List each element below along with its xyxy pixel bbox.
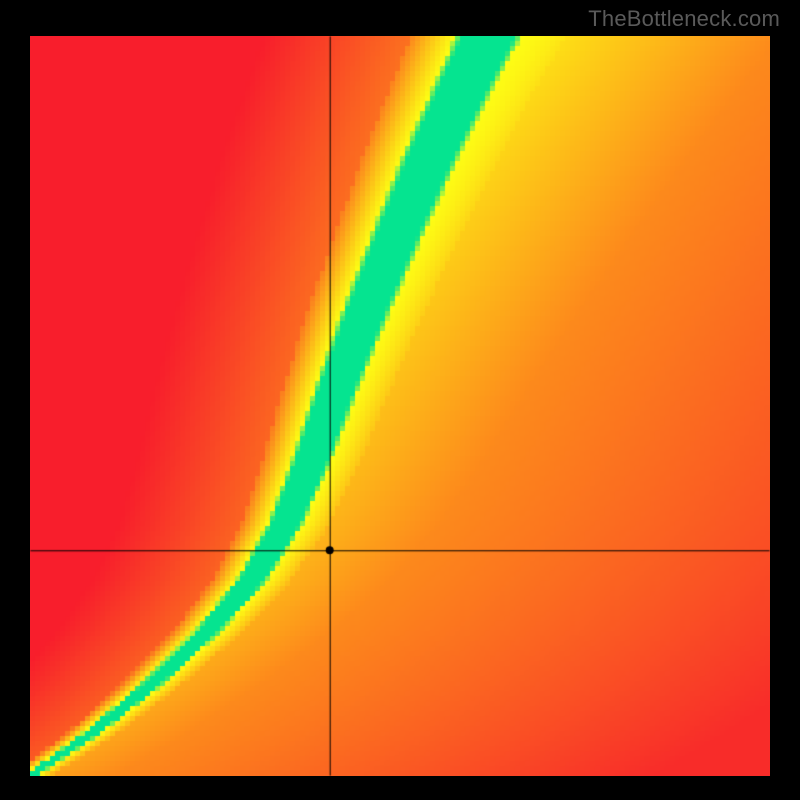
chart-frame: { "watermark": "TheBottleneck.com", "hea… <box>0 0 800 800</box>
watermark-text: TheBottleneck.com <box>588 6 780 32</box>
bottleneck-heatmap <box>30 36 770 776</box>
